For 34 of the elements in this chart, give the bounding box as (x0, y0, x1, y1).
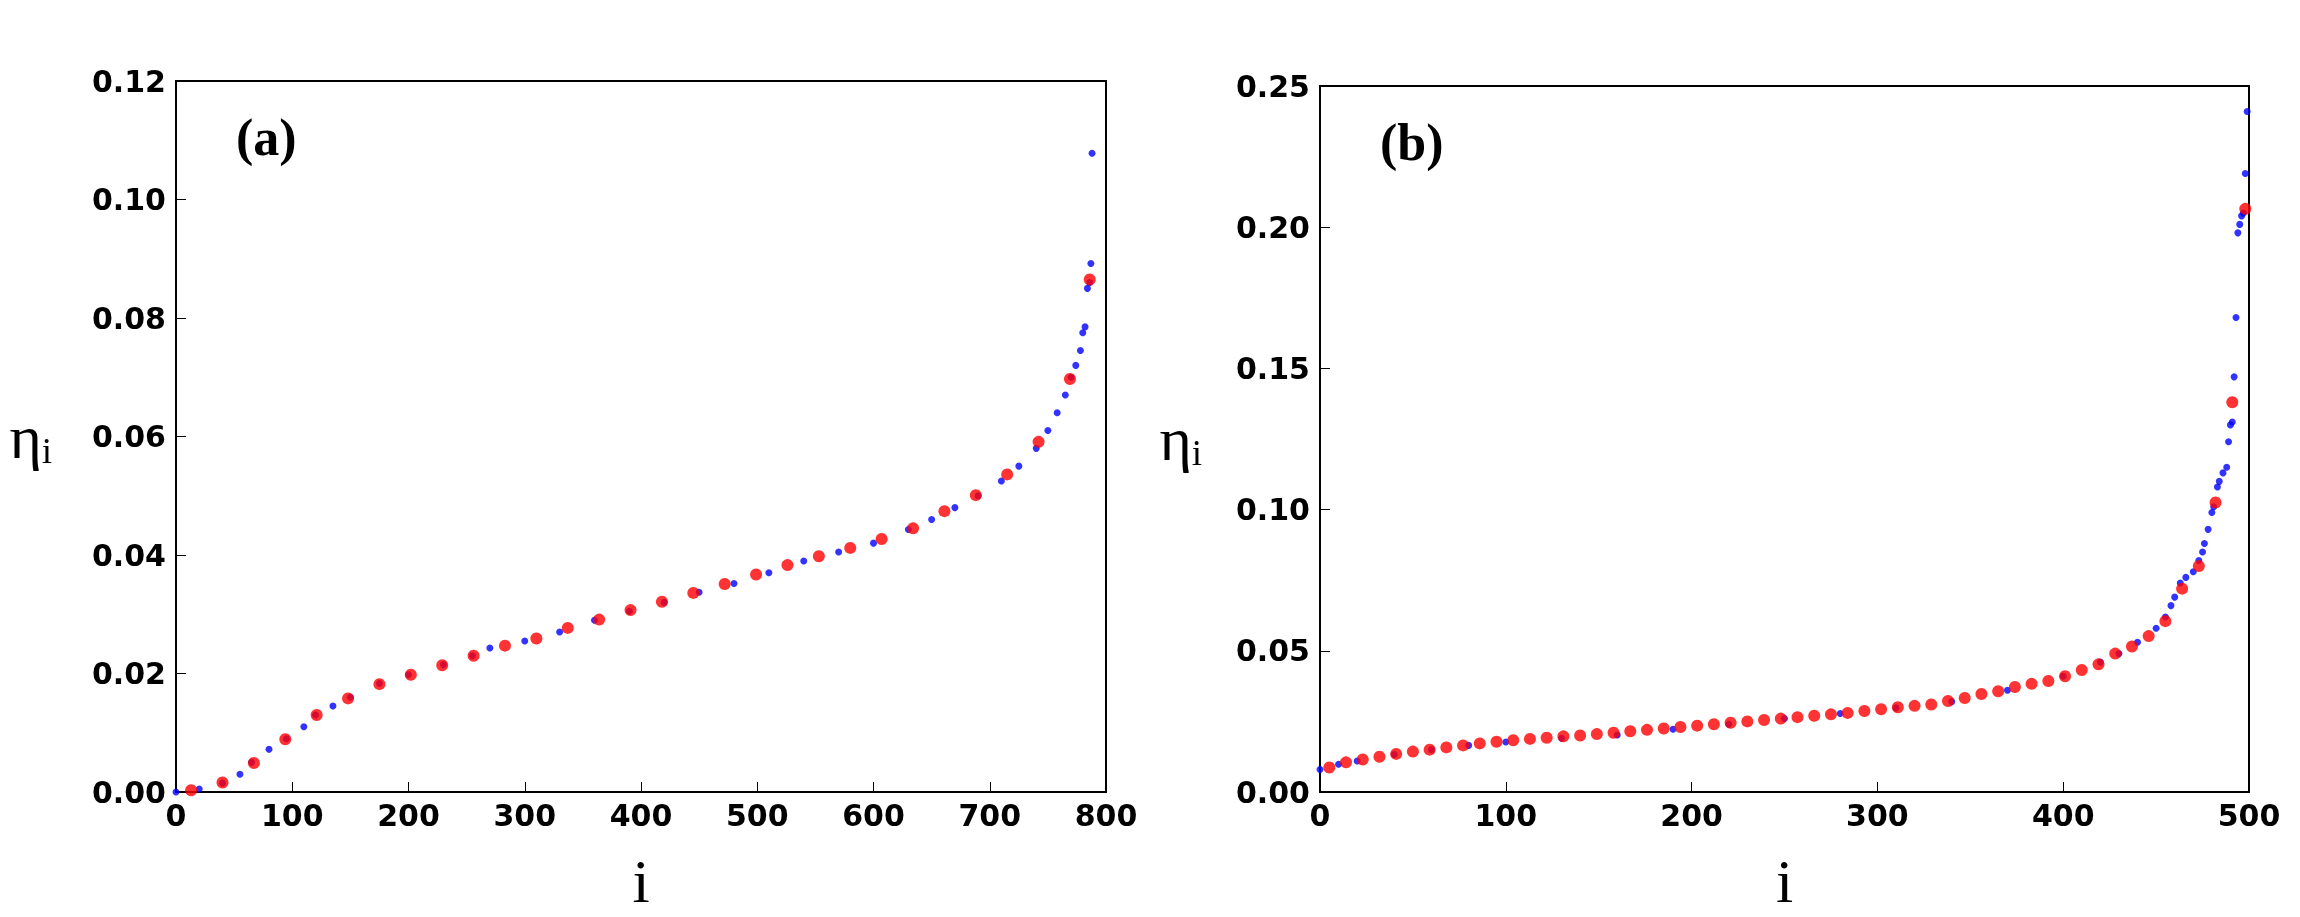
x-tick-label: 200 (377, 797, 440, 833)
x-tick-label: 300 (493, 797, 557, 833)
x-tick-label: 200 (1660, 797, 1723, 833)
x-tick-label: 400 (609, 797, 673, 833)
y-tick-label: 0.06 (91, 419, 166, 454)
x-tick-label: 0 (1309, 797, 1331, 833)
x-tick-label: 500 (725, 797, 789, 833)
y-tick-label: 0.00 (91, 774, 166, 810)
x-tick-label: 700 (958, 797, 1022, 833)
x-tick-label: 100 (1474, 797, 1538, 833)
x-tick-label: 500 (2217, 797, 2281, 833)
y-axis-title: ηᵢ (1159, 405, 1202, 473)
x-axis-title: i (632, 847, 650, 915)
x-tick-label: 0 (165, 797, 187, 833)
y-tick-label: 0.10 (1235, 492, 1310, 528)
x-tick-label: 400 (2031, 797, 2095, 833)
y-tick-label: 0.02 (91, 656, 166, 691)
x-tick-label: 600 (842, 797, 905, 833)
y-tick-label: 0.05 (1235, 633, 1310, 669)
y-tick-label: 0.15 (1235, 350, 1310, 386)
y-tick-label: 0.00 (1235, 774, 1310, 810)
y-tick-label: 0.25 (1235, 68, 1310, 104)
y-tick-label: 0.20 (1235, 209, 1310, 245)
x-axis-title: i (1775, 847, 1794, 915)
x-tick-label: 800 (1074, 797, 1138, 833)
annotation: (a) (236, 108, 297, 167)
y-tick-label: 0.08 (91, 300, 166, 336)
annotation: (b) (1380, 113, 1444, 172)
y-tick-label: 0.12 (91, 63, 166, 99)
y-tick-label: 0.04 (91, 537, 166, 573)
y-axis-title: ηᵢ (9, 402, 52, 471)
y-tick-label: 0.10 (91, 182, 166, 217)
x-tick-label: 100 (260, 797, 324, 833)
x-tick-label: 300 (1846, 797, 1909, 833)
